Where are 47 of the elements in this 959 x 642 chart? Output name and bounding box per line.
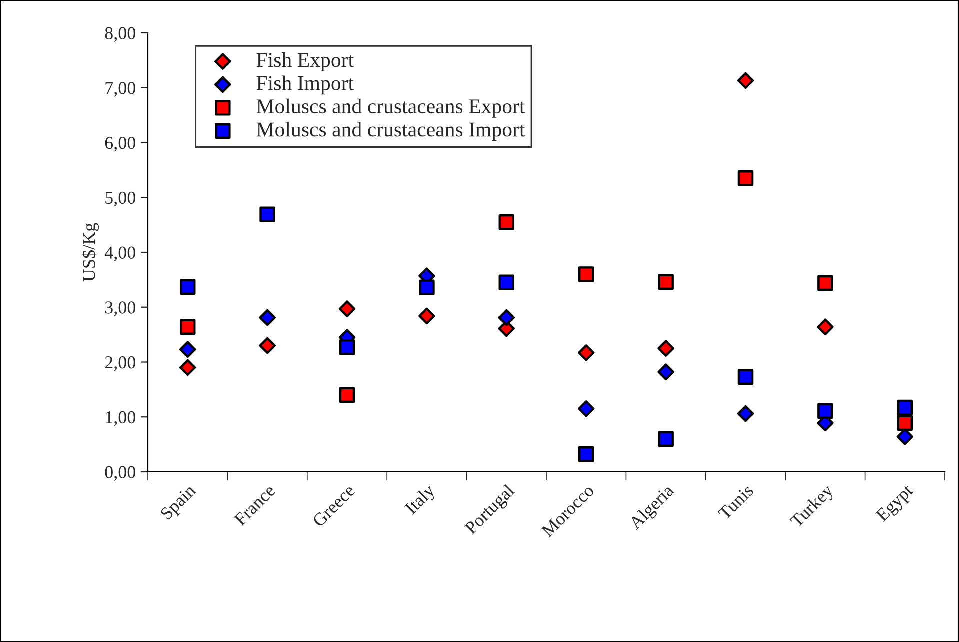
point: [180, 279, 196, 295]
point: [737, 72, 754, 90]
point: [179, 359, 196, 376]
point: [498, 309, 516, 326]
y-tick-label: 8,00: [105, 27, 136, 42]
point: [260, 206, 276, 223]
point: [658, 431, 674, 447]
y-tick-label: 3,00: [105, 302, 136, 316]
point: [658, 274, 674, 290]
y-tick-label: 1,00: [106, 411, 136, 426]
point: [418, 308, 436, 325]
point: [578, 344, 595, 362]
legend-label: Fish Export: [256, 52, 354, 72]
point: [259, 309, 276, 326]
point: [338, 300, 356, 318]
y-tick-label: 0,00: [105, 466, 136, 482]
point: [578, 446, 594, 462]
point: [817, 318, 834, 336]
y-tick-label: 6,00: [105, 137, 136, 152]
point: [339, 387, 356, 404]
point: [897, 400, 914, 416]
point: [259, 337, 276, 354]
y-tick-label: 5,00: [106, 192, 136, 207]
point: [658, 340, 674, 357]
x-tick-label: Italy: [404, 483, 439, 518]
point: [897, 415, 914, 432]
y-tick-label: 4,00: [104, 246, 136, 262]
legend-label: Moluscs and crustaceans Import: [256, 122, 526, 141]
y-tick-label: 7,00: [106, 82, 136, 97]
y-tick-label: 2,00: [105, 356, 136, 372]
point: [658, 364, 674, 381]
point: [498, 214, 515, 230]
point: [737, 405, 754, 422]
point: [738, 369, 754, 385]
point: [578, 266, 594, 282]
point: [738, 170, 754, 186]
point: [419, 280, 435, 296]
legend-label: Moluscs and crustaceans Export: [256, 98, 526, 118]
point: [818, 403, 834, 419]
point: [818, 275, 834, 292]
y-axis-title: US$/Kg: [82, 223, 100, 282]
point: [180, 319, 196, 336]
point: [179, 341, 196, 358]
point: [578, 400, 595, 418]
point: [339, 340, 356, 356]
legend-label: Fish Import: [256, 76, 354, 95]
point: [498, 274, 515, 291]
